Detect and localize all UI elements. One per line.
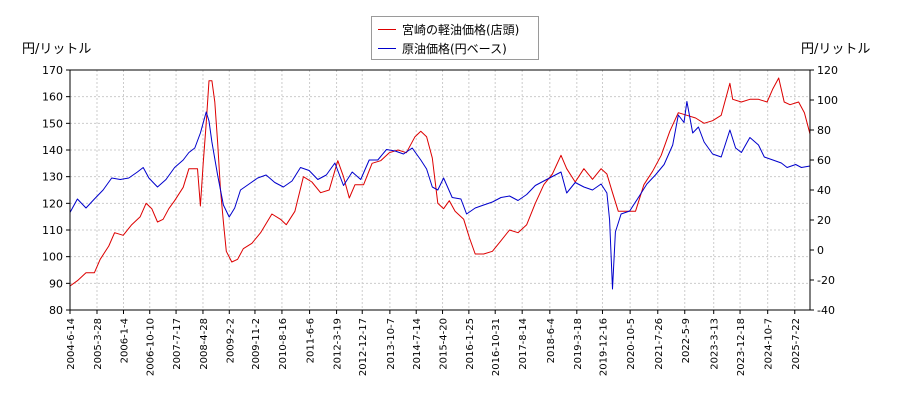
x-tick-label: 2015-4-20 [439,318,450,370]
left-axis-unit-label: 円/リットル [22,42,92,57]
y-left-tick-label: 110 [42,224,63,237]
x-tick-label: 2006-10-10 [146,318,157,376]
x-tick-label: 2004-6-14 [66,318,77,370]
x-tick-label: 2008-4-28 [199,318,210,370]
x-tick-label: 2012-3-19 [333,318,344,370]
x-tick-label: 2023-3-13 [710,318,721,370]
x-tick-label: 2007-7-17 [172,318,183,370]
x-tick-label: 2005-3-28 [93,318,104,370]
x-tick-label: 2016-1-25 [465,318,476,370]
x-tick-label: 2020-10-5 [626,318,637,370]
right-axis-unit-label: 円/リットル [801,42,871,57]
legend-item-crude: 原油価格(円ベース) [378,39,507,57]
x-tick-label: 2025-7-22 [791,318,802,370]
y-left-tick-label: 140 [42,144,63,157]
x-tick-label: 2010-8-16 [278,318,289,370]
y-right-tick-label: -40 [817,304,835,317]
x-tick-label: 2021-7-26 [654,318,665,370]
y-left-tick-label: 80 [49,304,63,317]
x-tick-label: 2018-6-4 [546,318,557,363]
x-tick-label: 2019-3-18 [573,318,584,370]
x-tick-label: 2024-10-7 [764,318,775,370]
chart-legend: 宮崎の軽油価格(店頭) 原油価格(円ベース) [371,16,539,60]
legend-swatch-diesel [378,28,396,30]
series-line-crude-oil-price [69,101,811,290]
y-left-tick-label: 160 [42,91,63,104]
x-tick-label: 2006-1-4 [120,318,131,363]
x-tick-label: 2009-11-2 [251,318,262,370]
y-right-tick-label: 60 [817,154,831,167]
x-tick-label: 2016-10-31 [491,318,502,376]
x-tick-label: 2014-7-14 [412,318,423,370]
legend-item-diesel: 宮崎の軽油価格(店頭) [378,20,519,38]
x-tick-label: 2013-10-7 [386,318,397,370]
x-tick-label: 2022-5-9 [681,318,692,363]
series-line-diesel-price [69,77,811,287]
x-tick-label: 2017-8-14 [518,318,529,370]
x-tick-label: 2012-12-17 [358,318,369,376]
y-left-tick-label: 170 [42,64,63,77]
y-right-tick-label: 0 [817,244,824,257]
legend-label-diesel: 宮崎の軽油価格(店頭) [402,22,520,37]
y-right-tick-label: 120 [817,64,838,77]
x-tick-label: 2023-12-18 [736,318,747,376]
legend-swatch-crude [378,47,396,49]
y-left-tick-label: 120 [42,197,63,210]
y-left-tick-label: 100 [42,251,63,264]
y-right-tick-label: 100 [817,94,838,107]
y-right-tick-label: 20 [817,214,831,227]
y-right-tick-label: 40 [817,184,831,197]
legend-label-crude: 原油価格(円ベース) [402,41,507,56]
x-tick-label: 2009-2-2 [225,318,236,363]
y-left-tick-label: 150 [42,117,63,130]
y-right-tick-label: -20 [817,274,835,287]
y-left-tick-label: 130 [42,171,63,184]
y-left-tick-label: 90 [49,277,63,290]
x-tick-label: 2011-6-6 [306,318,317,363]
x-tick-label: 2019-12-16 [598,318,609,376]
y-right-tick-label: 80 [817,124,831,137]
